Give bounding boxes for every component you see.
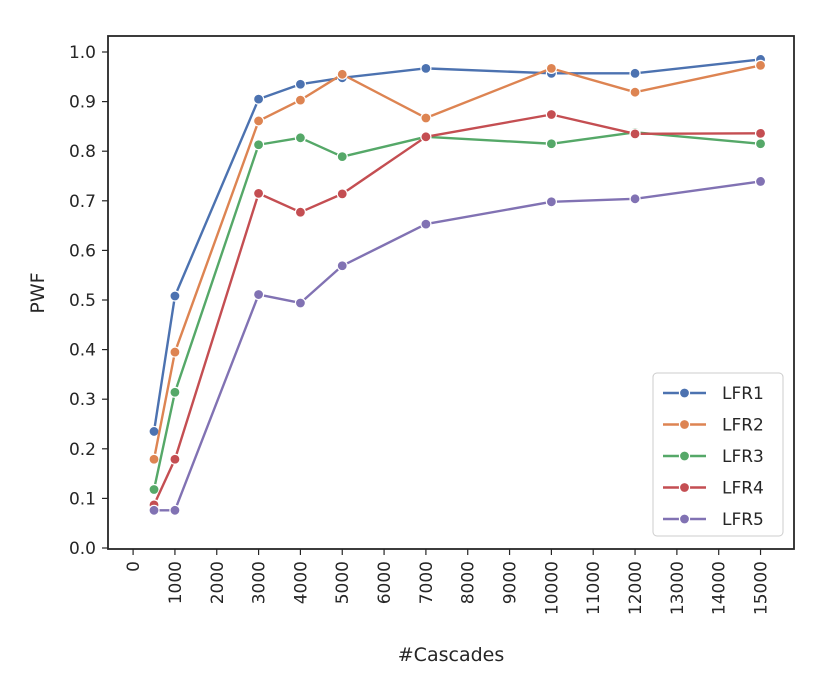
data-point [629, 193, 641, 205]
legend-item-lfr5: LFR5 [663, 510, 764, 530]
data-point [545, 138, 557, 150]
data-point [252, 139, 265, 151]
y-tick-label: 0.2 [69, 440, 96, 460]
data-point [294, 94, 307, 106]
series-lfr2 [148, 59, 767, 465]
data-point [252, 187, 265, 199]
y-tick-label: 1.0 [69, 43, 96, 63]
x-axis-ticks: 0 1000 2000 3000 4000 5000 6000 7000 8000 9000 100… [124, 549, 772, 615]
x-tick-label: 5000 [333, 561, 353, 604]
legend-label: LFR5 [722, 510, 764, 530]
data-point [545, 108, 557, 121]
x-tick-label: 12000 [626, 561, 646, 615]
x-tick-label: 9000 [501, 561, 521, 604]
data-point [252, 288, 265, 301]
data-point [148, 425, 160, 438]
y-tick-label: 0.7 [69, 192, 96, 212]
y-tick-label: 0.3 [69, 390, 96, 410]
data-point [629, 128, 641, 140]
legend-marker [678, 513, 691, 525]
x-axis-label: #Cascades [398, 644, 504, 666]
series-lfr4 [148, 108, 767, 511]
data-point [629, 67, 641, 79]
y-tick-label: 0.4 [69, 341, 96, 361]
legend-marker [678, 481, 691, 494]
y-tick-label: 0.9 [69, 93, 96, 113]
data-point [294, 297, 307, 309]
data-point [336, 188, 348, 200]
x-tick-label: 15000 [752, 561, 772, 615]
data-point [754, 175, 767, 188]
legend-label: LFR3 [722, 447, 764, 467]
data-point [169, 346, 181, 358]
y-tick-label: 0.8 [69, 142, 96, 162]
x-tick-label: 7000 [417, 561, 437, 604]
data-point [252, 115, 265, 127]
data-point [148, 483, 160, 496]
x-tick-label: 11000 [584, 561, 604, 615]
x-tick-label: 14000 [710, 561, 730, 615]
x-tick-label: 13000 [668, 561, 688, 615]
y-axis-label: PWF [27, 272, 49, 313]
legend-item-lfr2: LFR2 [663, 416, 764, 436]
data-point [336, 151, 348, 163]
y-tick-label: 0.6 [69, 241, 96, 261]
data-point [629, 86, 641, 98]
data-point [294, 78, 307, 90]
data-point [420, 218, 432, 230]
data-point [336, 260, 348, 272]
data-point [294, 206, 307, 218]
series-lfr5 [148, 175, 767, 516]
x-tick-label: 1000 [166, 561, 186, 604]
x-tick-label: 4000 [291, 561, 311, 604]
legend-label: LFR1 [722, 384, 764, 404]
data-point [169, 504, 181, 516]
x-tick-label: 3000 [250, 561, 270, 604]
data-point [420, 112, 432, 124]
data-point [148, 453, 160, 465]
legend-marker [678, 450, 691, 462]
data-point [420, 62, 432, 74]
y-tick-label: 0.5 [69, 291, 96, 311]
data-point [545, 62, 557, 74]
data-point [754, 127, 767, 139]
legend-label: LFR4 [722, 479, 764, 499]
data-point [169, 386, 181, 398]
data-point [545, 196, 557, 208]
data-point [169, 453, 181, 465]
x-tick-label: 8000 [459, 561, 479, 604]
x-tick-label: 0 [124, 561, 144, 572]
x-tick-label: 2000 [208, 561, 228, 604]
data-point [336, 68, 348, 80]
legend-marker [678, 387, 691, 399]
legend-box [652, 372, 784, 537]
series-group [148, 53, 767, 516]
x-tick-label: 10000 [542, 561, 562, 615]
y-axis-ticks: 0.0 0.1 0.2 0.3 0.4 0.5 0.6 0.7 0.8 0.9 1.0 [69, 43, 108, 559]
data-point [252, 93, 265, 105]
legend-label: LFR2 [722, 416, 764, 436]
data-point [420, 131, 432, 143]
y-tick-label: 0.1 [69, 489, 96, 509]
y-tick-label: 0.0 [69, 539, 96, 559]
legend-item-lfr4: LFR4 [663, 479, 764, 499]
legend-marker [678, 418, 691, 431]
legend-item-lfr1: LFR1 [663, 384, 764, 404]
data-point [169, 290, 181, 302]
data-point [148, 504, 160, 516]
x-tick-label: 6000 [375, 561, 395, 604]
legend-item-lfr3: LFR3 [663, 447, 764, 467]
plot-frame [107, 35, 795, 550]
data-point [294, 132, 307, 144]
data-point [754, 138, 767, 150]
data-point [754, 59, 767, 71]
legend: LFR1 LFR2 LFR3 LFR4 LFR5 [652, 372, 784, 537]
